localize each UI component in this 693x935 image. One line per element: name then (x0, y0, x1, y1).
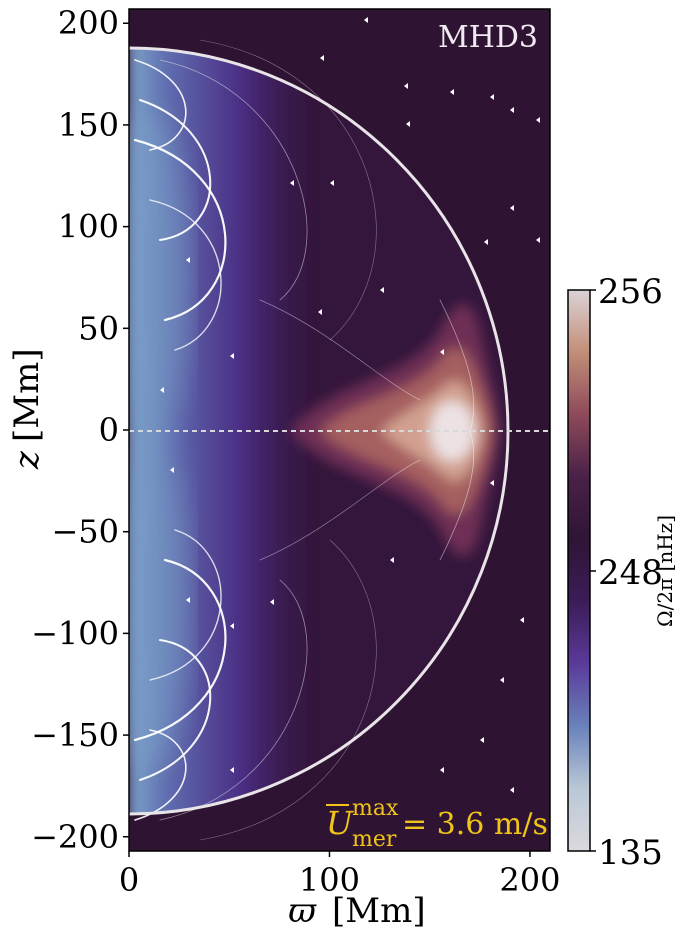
annotation-subscript: mer (352, 827, 397, 852)
y-tick-label: −150 (31, 716, 119, 754)
x-tick-label: 0 (119, 861, 139, 899)
colorbar-tick-label-mid: 248 (598, 553, 663, 593)
flow-arrows (160, 17, 540, 793)
x-tick-label: 200 (499, 861, 560, 899)
plot-area (128, 8, 551, 852)
y-axis-unit: [Mm] (7, 348, 47, 442)
x-axis-symbol: ϖ (288, 891, 317, 931)
colorbar-label: Ω/2π [nHz] (653, 515, 677, 627)
x-axis-ticks: 0 100 200 (119, 851, 560, 899)
y-tick-label: −200 (31, 818, 119, 856)
streamlines (133, 39, 475, 841)
annotation-value: = 3.6 m/s (402, 807, 548, 842)
y-axis-ticks: −200 −150 −100 −50 0 50 100 150 200 (31, 4, 129, 856)
colorbar-tick-label-bottom: 135 (598, 833, 663, 873)
y-axis-label: z [Mm] (7, 348, 47, 470)
colorbar-gradient (568, 290, 590, 851)
y-axis-symbol: z (7, 450, 47, 470)
max-speed-annotation: U max mer = 3.6 m/s (326, 796, 548, 852)
colorbar: 256 248 135 Ω/2π [nHz] (567, 272, 677, 873)
annotation-superscript: max (352, 796, 399, 821)
colorbar-tick-label-top: 256 (598, 272, 663, 312)
y-tick-label: 100 (58, 208, 119, 246)
x-axis-label: ϖ [Mm] (288, 891, 425, 931)
y-tick-label: 50 (78, 309, 119, 347)
y-tick-label: 150 (58, 106, 119, 144)
y-tick-label: −50 (51, 513, 119, 551)
y-tick-label: −100 (31, 614, 119, 652)
x-tick-label: 100 (299, 861, 360, 899)
panel-label: MHD3 (438, 20, 538, 55)
y-tick-label: 0 (99, 411, 119, 449)
x-axis-unit: [Mm] (332, 891, 426, 931)
annotation-symbol: U (326, 804, 354, 842)
y-tick-label: 200 (58, 4, 119, 42)
